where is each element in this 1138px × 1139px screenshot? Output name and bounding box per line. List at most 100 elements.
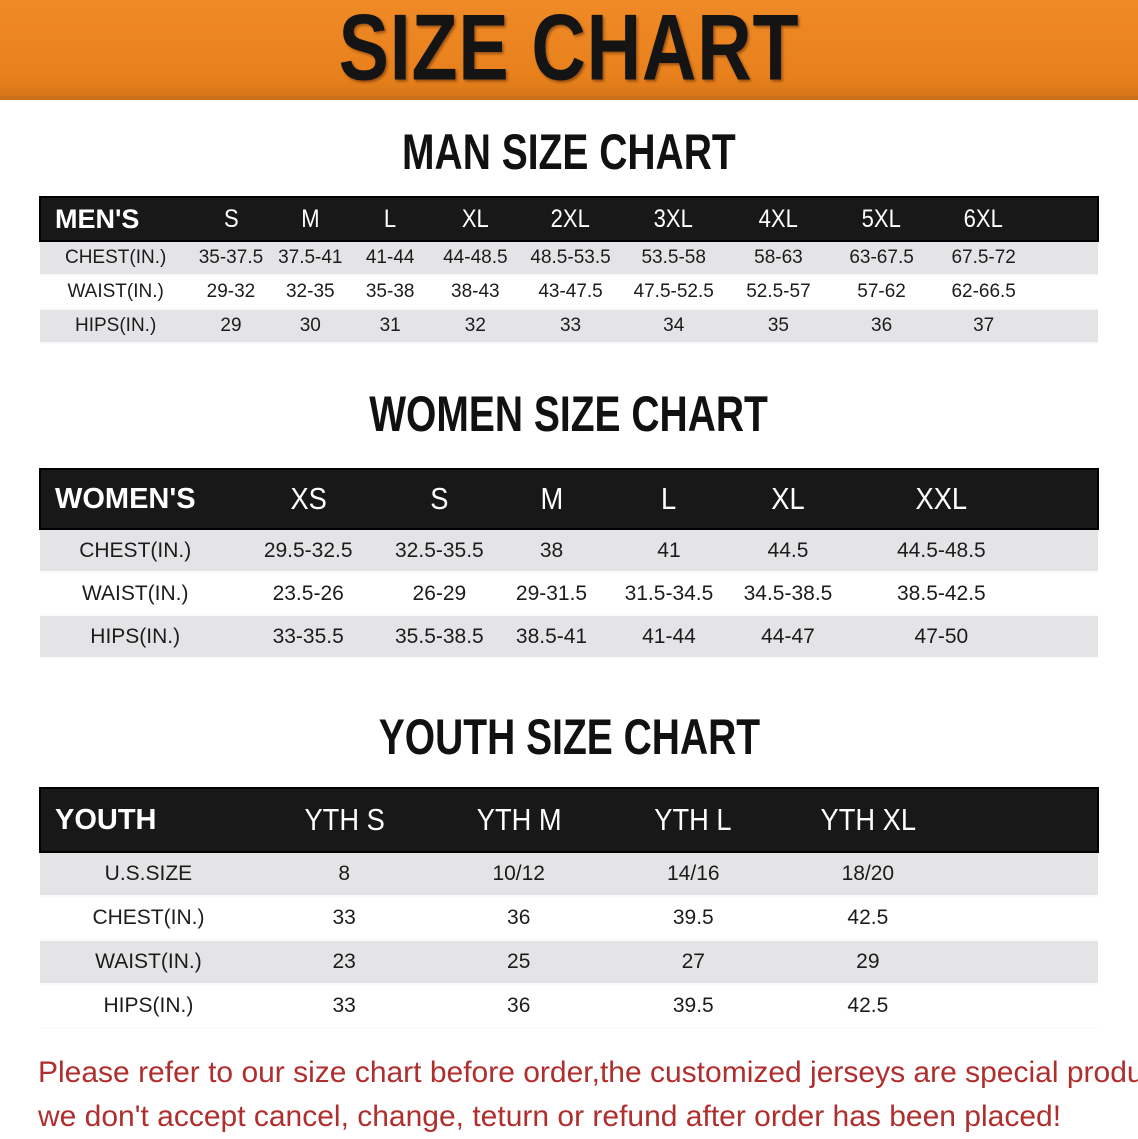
womens-header-filler bbox=[1034, 468, 1099, 530]
mens-group-label: MEN'S bbox=[38, 196, 192, 242]
womens-size-cell: 33-35.5 bbox=[230, 615, 386, 658]
page-title: SIZE CHART bbox=[338, 0, 800, 101]
youth-size-cell: 42.5 bbox=[780, 896, 956, 940]
womens-section-heading: WOMEN SIZE CHART bbox=[0, 388, 1138, 440]
womens-size-cell: 26-29 bbox=[385, 572, 493, 615]
youth-size-cell: 33 bbox=[256, 896, 432, 940]
youth-size-column-header-text: YTH XL bbox=[820, 802, 916, 837]
youth-row-filler bbox=[955, 940, 1098, 984]
mens-size-cell: 37 bbox=[932, 309, 1035, 343]
youth-size-column-header: YTH L bbox=[606, 787, 781, 853]
mens-header-row: MEN'S S M L XL 2XL 3XL 4XL 5XL 6XL bbox=[38, 196, 1099, 242]
mens-size-column-header: M bbox=[270, 196, 350, 242]
youth-table-row: U.S.SIZE 8 10/12 14/16 18/20 bbox=[40, 852, 1098, 896]
womens-size-cell: 34.5-38.5 bbox=[727, 572, 849, 615]
womens-row-filler bbox=[1034, 615, 1098, 658]
disclaimer: Please refer to our size chart before or… bbox=[0, 1051, 1138, 1139]
youth-row-filler bbox=[955, 852, 1098, 896]
mens-size-column-header: 2XL bbox=[520, 196, 621, 242]
womens-size-cell: 44.5 bbox=[727, 529, 849, 572]
womens-size-column-header-text: L bbox=[661, 481, 677, 516]
womens-size-cell: 32.5-35.5 bbox=[385, 529, 493, 572]
womens-section-heading-text: WOMEN SIZE CHART bbox=[369, 386, 769, 442]
mens-size-cell: 44-48.5 bbox=[430, 241, 521, 275]
youth-size-cell: 36 bbox=[431, 984, 606, 1028]
youth-table-row: CHEST(IN.) 33 36 39.5 42.5 bbox=[40, 896, 1098, 940]
mens-size-column-header: L bbox=[349, 196, 431, 242]
disclaimer-line-1: Please refer to our size chart before or… bbox=[38, 1056, 1138, 1089]
womens-size-column-header: XXL bbox=[848, 468, 1035, 530]
mens-row-filler bbox=[1034, 309, 1098, 343]
youth-section: YOUTH SIZE CHART YOUTH YTH S YTH M YTH L YTH … bbox=[0, 711, 1138, 1029]
youth-size-cell: 8 bbox=[256, 852, 432, 896]
mens-size-column-header: S bbox=[191, 196, 271, 242]
womens-row-label: WAIST(IN.) bbox=[40, 572, 231, 615]
mens-size-cell: 37.5-41 bbox=[270, 241, 350, 275]
youth-size-cell: 10/12 bbox=[431, 852, 606, 896]
womens-group-label: WOMEN'S bbox=[38, 468, 231, 530]
womens-size-column-header: S bbox=[385, 468, 493, 530]
youth-row-label: CHEST(IN.) bbox=[40, 896, 257, 940]
mens-size-column-header-text: L bbox=[384, 204, 397, 233]
mens-table-row: CHEST(IN.) 35-37.5 37.5-41 41-44 44-48.5 48.5… bbox=[40, 241, 1098, 275]
mens-size-cell: 48.5-53.5 bbox=[520, 241, 621, 275]
youth-size-cell: 39.5 bbox=[606, 984, 781, 1028]
youth-table-row: HIPS(IN.) 33 36 39.5 42.5 bbox=[40, 984, 1098, 1028]
mens-row-filler bbox=[1034, 241, 1098, 275]
youth-size-column-header: YTH S bbox=[256, 787, 432, 853]
mens-size-cell: 67.5-72 bbox=[932, 241, 1035, 275]
mens-size-cell: 38-43 bbox=[430, 275, 521, 309]
mens-size-cell: 32 bbox=[430, 309, 521, 343]
womens-size-column-header-text: XXL bbox=[915, 481, 968, 516]
youth-header-filler bbox=[955, 787, 1099, 853]
youth-size-column-header: YTH XL bbox=[780, 787, 956, 853]
mens-section-heading-text: MAN SIZE CHART bbox=[402, 124, 736, 180]
youth-section-heading: YOUTH SIZE CHART bbox=[0, 711, 1138, 763]
mens-size-column-header-text: 3XL bbox=[654, 204, 694, 233]
mens-size-cell: 53.5-58 bbox=[620, 241, 727, 275]
youth-size-cell: 25 bbox=[431, 940, 606, 984]
mens-size-cell: 29-32 bbox=[191, 275, 271, 309]
womens-size-cell: 44.5-48.5 bbox=[848, 529, 1035, 572]
youth-size-cell: 27 bbox=[606, 940, 781, 984]
youth-size-column-header-text: YTH M bbox=[476, 802, 562, 837]
mens-table-row: HIPS(IN.) 29 30 31 32 33 34 35 36 37 bbox=[40, 309, 1098, 343]
mens-size-cell: 33 bbox=[520, 309, 621, 343]
womens-size-cell: 47-50 bbox=[848, 615, 1035, 658]
disclaimer-line-2: we don't accept cancel, change, teturn o… bbox=[38, 1100, 1062, 1133]
womens-size-column-header: XS bbox=[230, 468, 386, 530]
womens-size-column-header-text: S bbox=[430, 481, 449, 516]
mens-size-cell: 47.5-52.5 bbox=[620, 275, 727, 309]
mens-size-column-header-text: 2XL bbox=[550, 204, 591, 233]
youth-header-row: YOUTH YTH S YTH M YTH L YTH XL bbox=[39, 787, 1099, 853]
youth-section-heading-text: YOUTH SIZE CHART bbox=[378, 709, 760, 765]
youth-row-label: U.S.SIZE bbox=[40, 852, 257, 896]
youth-size-cell: 42.5 bbox=[780, 984, 956, 1028]
womens-size-table: WOMEN'S XS S M L XL XXL CHEST(IN.) 29.5-32.5 32.5… bbox=[38, 468, 1099, 659]
mens-size-column-header: 4XL bbox=[726, 196, 831, 242]
mens-size-column-header: XL bbox=[430, 196, 521, 242]
womens-size-column-header-text: XS bbox=[289, 481, 327, 516]
youth-row-label: HIPS(IN.) bbox=[40, 984, 257, 1028]
youth-group-label: YOUTH bbox=[39, 787, 257, 853]
womens-size-cell: 41-44 bbox=[610, 615, 728, 658]
womens-size-column-header-text: XL bbox=[771, 481, 805, 516]
mens-size-cell: 29 bbox=[191, 309, 271, 343]
womens-table-row: CHEST(IN.) 29.5-32.5 32.5-35.5 38 41 44.5 44.5… bbox=[40, 529, 1098, 572]
mens-size-cell: 62-66.5 bbox=[932, 275, 1035, 309]
mens-size-cell: 41-44 bbox=[349, 241, 431, 275]
mens-section: MAN SIZE CHART MEN'S S M L XL 2XL 3XL 4XL 5XL 6XL C… bbox=[0, 126, 1138, 344]
womens-size-cell: 31.5-34.5 bbox=[610, 572, 728, 615]
womens-row-filler bbox=[1034, 529, 1098, 572]
sections-container: MAN SIZE CHART MEN'S S M L XL 2XL 3XL 4XL 5XL 6XL C… bbox=[0, 126, 1138, 1029]
womens-size-cell: 38 bbox=[492, 529, 611, 572]
youth-size-cell: 39.5 bbox=[606, 896, 781, 940]
mens-size-column-header-text: 4XL bbox=[758, 204, 799, 233]
womens-table-row: HIPS(IN.) 33-35.5 35.5-38.5 38.5-41 41-44 44-… bbox=[40, 615, 1098, 658]
youth-row-label: WAIST(IN.) bbox=[40, 940, 257, 984]
mens-size-cell: 34 bbox=[620, 309, 727, 343]
mens-size-cell: 57-62 bbox=[830, 275, 933, 309]
mens-size-cell: 43-47.5 bbox=[520, 275, 621, 309]
mens-table-row: WAIST(IN.) 29-32 32-35 35-38 38-43 43-47.5 47.… bbox=[40, 275, 1098, 309]
